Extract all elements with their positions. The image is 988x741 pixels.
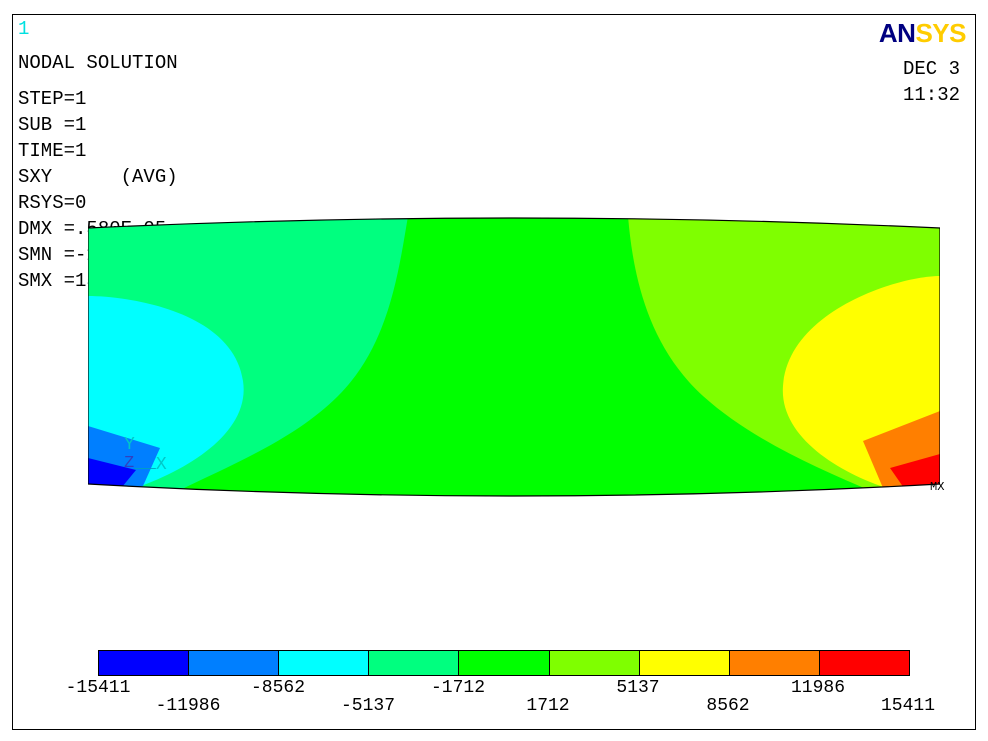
legend-swatch bbox=[279, 651, 369, 675]
contour-plot bbox=[88, 216, 940, 500]
header-rsys: RSYS=0 bbox=[18, 190, 178, 216]
legend-swatch bbox=[820, 651, 909, 675]
header-sub: SUB =1 bbox=[18, 112, 178, 138]
legend-labels-bottom: -11986-51371712856215411 bbox=[98, 696, 908, 716]
header-result: SXY (AVG) bbox=[18, 164, 178, 190]
viewport-number: 1 bbox=[18, 18, 29, 40]
legend-swatch bbox=[99, 651, 189, 675]
logo-sys: SYS bbox=[915, 18, 966, 48]
triad-y: Y bbox=[124, 435, 135, 455]
legend-labels-top: -15411-8562-1712513711986 bbox=[98, 676, 908, 696]
legend-swatch bbox=[640, 651, 730, 675]
legend-swatch bbox=[189, 651, 279, 675]
plot-date: DEC 3 bbox=[903, 58, 960, 80]
legend-label: -5137 bbox=[341, 696, 395, 716]
legend-swatch bbox=[550, 651, 640, 675]
legend-bar bbox=[98, 650, 910, 676]
coordinate-triad: Y Z__X bbox=[124, 436, 167, 473]
header-step: STEP=1 bbox=[18, 86, 178, 112]
color-legend: -15411-8562-1712513711986 -11986-5137171… bbox=[98, 650, 908, 716]
legend-label: 5137 bbox=[616, 678, 659, 698]
legend-label: 15411 bbox=[881, 696, 935, 716]
triad-z: Z bbox=[124, 454, 134, 473]
legend-swatch bbox=[369, 651, 459, 675]
header-title: NODAL SOLUTION bbox=[18, 50, 178, 76]
header-time: TIME=1 bbox=[18, 138, 178, 164]
legend-label: -1712 bbox=[431, 678, 485, 698]
legend-label: -15411 bbox=[66, 678, 131, 698]
plot-time: 11:32 bbox=[903, 84, 960, 106]
legend-label: 1712 bbox=[526, 696, 569, 716]
legend-label: -11986 bbox=[156, 696, 221, 716]
legend-label: -8562 bbox=[251, 678, 305, 698]
ansys-logo: ANSYS bbox=[879, 18, 966, 49]
max-marker: MX bbox=[930, 480, 944, 494]
legend-swatch bbox=[459, 651, 549, 675]
triad-x: X bbox=[156, 455, 167, 475]
legend-swatch bbox=[730, 651, 820, 675]
logo-an: AN bbox=[879, 18, 916, 48]
legend-label: 8562 bbox=[706, 696, 749, 716]
legend-label: 11986 bbox=[791, 678, 845, 698]
